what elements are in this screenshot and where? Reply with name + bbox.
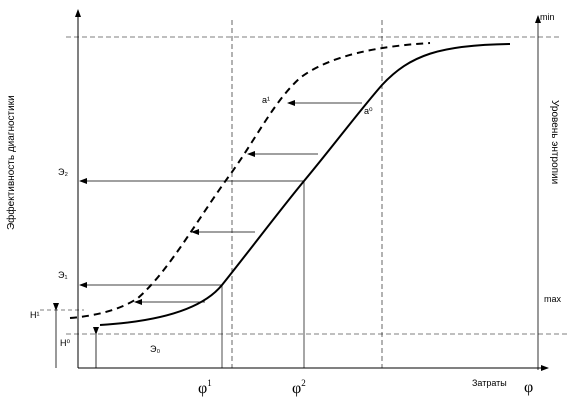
- x-axis-symbol: φ: [524, 379, 533, 396]
- right-axis-min: min: [540, 12, 555, 22]
- solid-curve: [99, 43, 511, 326]
- h1-label: H¹: [30, 310, 40, 320]
- y-axis-label: Эффективность диагностики: [5, 95, 17, 230]
- phi2-tick: φ2: [292, 378, 306, 397]
- right-axis-max: max: [544, 294, 562, 304]
- a1-label: a¹: [262, 95, 270, 105]
- x-axis-label: Затраты: [472, 378, 507, 388]
- e1-label: Э₁: [58, 270, 68, 280]
- dashed-curve: [69, 42, 431, 319]
- e0-label: Э₀: [150, 344, 160, 354]
- h0-label: H⁰: [60, 338, 70, 348]
- right-axis-label: Уровень энтропии: [549, 100, 560, 184]
- a0-label: a⁰: [364, 106, 373, 116]
- e2-label: Э₂: [58, 167, 68, 177]
- phi1-tick: φ1: [198, 378, 212, 397]
